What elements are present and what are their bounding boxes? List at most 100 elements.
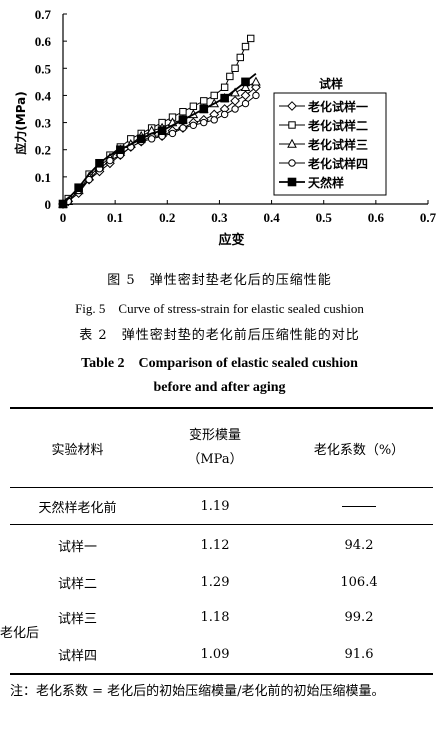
series-4-point	[231, 105, 239, 113]
legend-title: 试样	[319, 76, 343, 91]
header-material: 实验材料	[51, 442, 104, 458]
x-tick-label: 0.7	[420, 210, 437, 225]
group-label: 老化后	[0, 626, 40, 641]
header-modulus-label: 变形模量	[188, 428, 241, 443]
series-1-point	[240, 90, 251, 101]
row1-modulus: 1.12	[200, 537, 230, 553]
table-row: 试样二 1.29 106.4	[10, 565, 433, 600]
series-5-point	[95, 158, 104, 168]
natural-coef	[285, 488, 433, 525]
series-2-point	[200, 97, 208, 105]
table-note: 注：老化系数 = 老化后的初始压缩模量/老化前的初始压缩模量。	[10, 684, 385, 699]
series-5-point	[116, 145, 125, 155]
header-modulus: 变形模量 （MPa）	[145, 408, 285, 488]
series-5-point	[199, 104, 209, 114]
table-row: 老化后 试样一 1.12 94.2	[0, 524, 433, 642]
series-2-point	[241, 42, 250, 51]
x-tick-label: 0	[60, 210, 67, 225]
x-tick-label: 0.5	[316, 210, 333, 225]
legend-marker-2	[288, 121, 296, 129]
y-tick-label: 0.2	[35, 143, 51, 158]
series-5-point	[220, 93, 229, 103]
comparison-table: 实验材料 变形模量 （MPa） 老化系数（%） 天然样老化前 1.19 老化后 …	[0, 407, 433, 675]
row1-material: 老化后 试样一	[0, 525, 145, 642]
x-tick-label: 0.1	[107, 210, 123, 225]
series-4-point	[147, 135, 156, 143]
legend-marker-1	[287, 101, 297, 111]
natural-material: 天然样老化前	[38, 500, 117, 516]
series-4-point	[189, 121, 198, 129]
series-5-point	[178, 115, 188, 125]
row2-material: 试样二	[57, 577, 97, 592]
legend-label-2: 老化试样二	[308, 118, 368, 133]
series-5-point	[58, 199, 68, 209]
legend-label-4: 老化试样四	[308, 156, 368, 171]
series-1-point	[230, 95, 240, 106]
row2-coef: 106.4	[340, 575, 378, 590]
y-tick-label: 0.5	[35, 61, 52, 76]
row3-material: 试样三	[57, 612, 97, 627]
header-coef: 老化系数（%）	[313, 442, 405, 458]
row4-modulus: 1.09	[200, 646, 230, 662]
table-caption-en-line2: before and after aging	[153, 380, 286, 395]
y-tick-label: 0	[45, 197, 52, 212]
row1-material-label: 试样一	[57, 539, 97, 555]
natural-modulus: 1.19	[200, 498, 230, 514]
y-tick-label: 0.6	[35, 34, 52, 49]
series-4-point	[210, 116, 218, 124]
table-row: 试样三 1.18 99.2	[10, 600, 433, 635]
table-row: 试样四 1.09 91.6	[10, 635, 433, 674]
x-tick-label: 0.6	[368, 210, 385, 225]
row2-modulus: 1.29	[200, 575, 230, 590]
series-4-point	[179, 124, 187, 132]
series-5-point	[74, 183, 83, 193]
series-3-point	[251, 76, 261, 86]
row4-material: 试样四	[57, 648, 97, 664]
stress-strain-chart: 0 0.1 0.2 0.3 0.4 0.5 0.6 0.7 0 0.1 0.2 0.3 0.4 0.5 0.…	[13, 7, 437, 248]
series-line-1	[62, 86, 257, 205]
x-tick-label: 0.4	[263, 210, 280, 225]
empty-dash	[342, 505, 376, 507]
header-modulus-unit: （MPa）	[187, 452, 243, 467]
row1-coef: 94.2	[344, 537, 374, 553]
legend-label-1: 老化试样一	[308, 99, 368, 114]
series-4-point	[200, 118, 208, 127]
series-2-point	[231, 64, 239, 72]
x-axis-title: 应变	[218, 232, 244, 248]
series-5-point	[241, 77, 250, 87]
series-4-point	[241, 99, 250, 108]
legend-label-5: 天然样	[308, 175, 344, 190]
series-3-point	[240, 82, 251, 91]
series-line-5	[62, 72, 257, 205]
x-tick-label: 0.2	[159, 210, 175, 225]
row3-modulus: 1.18	[200, 610, 230, 625]
y-tick-label: 0.4	[35, 88, 52, 103]
series-2-point	[247, 34, 255, 43]
legend-marker-4	[288, 159, 296, 167]
y-tick-label: 0.3	[35, 116, 52, 131]
row3-coef: 99.2	[344, 610, 374, 625]
series-4-point	[252, 91, 260, 100]
figure-caption-cn: 图 5 弹性密封垫老化后的压缩性能	[107, 273, 332, 288]
series-2-point	[236, 53, 244, 62]
figure-caption-en: Fig. 5 Curve of stress-strain for elasti…	[75, 301, 364, 316]
legend-marker-5	[287, 177, 297, 187]
series-2-point	[220, 83, 229, 91]
table-caption-en-line1: Table 2 Comparison of elastic sealed cus…	[81, 356, 358, 371]
y-tick-label: 0.7	[35, 7, 52, 22]
table-caption-cn: 表 2 弹性密封垫的老化前后压缩性能的对比	[79, 328, 360, 343]
series-4-point	[168, 129, 177, 138]
row4-coef: 91.6	[344, 646, 374, 662]
legend-label-3: 老化试样三	[308, 137, 368, 152]
series-2-point	[210, 91, 218, 100]
x-tick-label: 0.3	[211, 210, 228, 225]
series-2-point	[189, 102, 198, 110]
series-2-point	[179, 108, 187, 116]
series-2-point	[226, 72, 234, 81]
series-4-point	[106, 156, 114, 165]
legend-marker-3	[287, 138, 297, 148]
series-4-point	[220, 110, 229, 119]
series-5-point	[136, 134, 146, 144]
y-tick-label: 0.1	[35, 170, 51, 185]
series-5-point	[157, 126, 167, 136]
